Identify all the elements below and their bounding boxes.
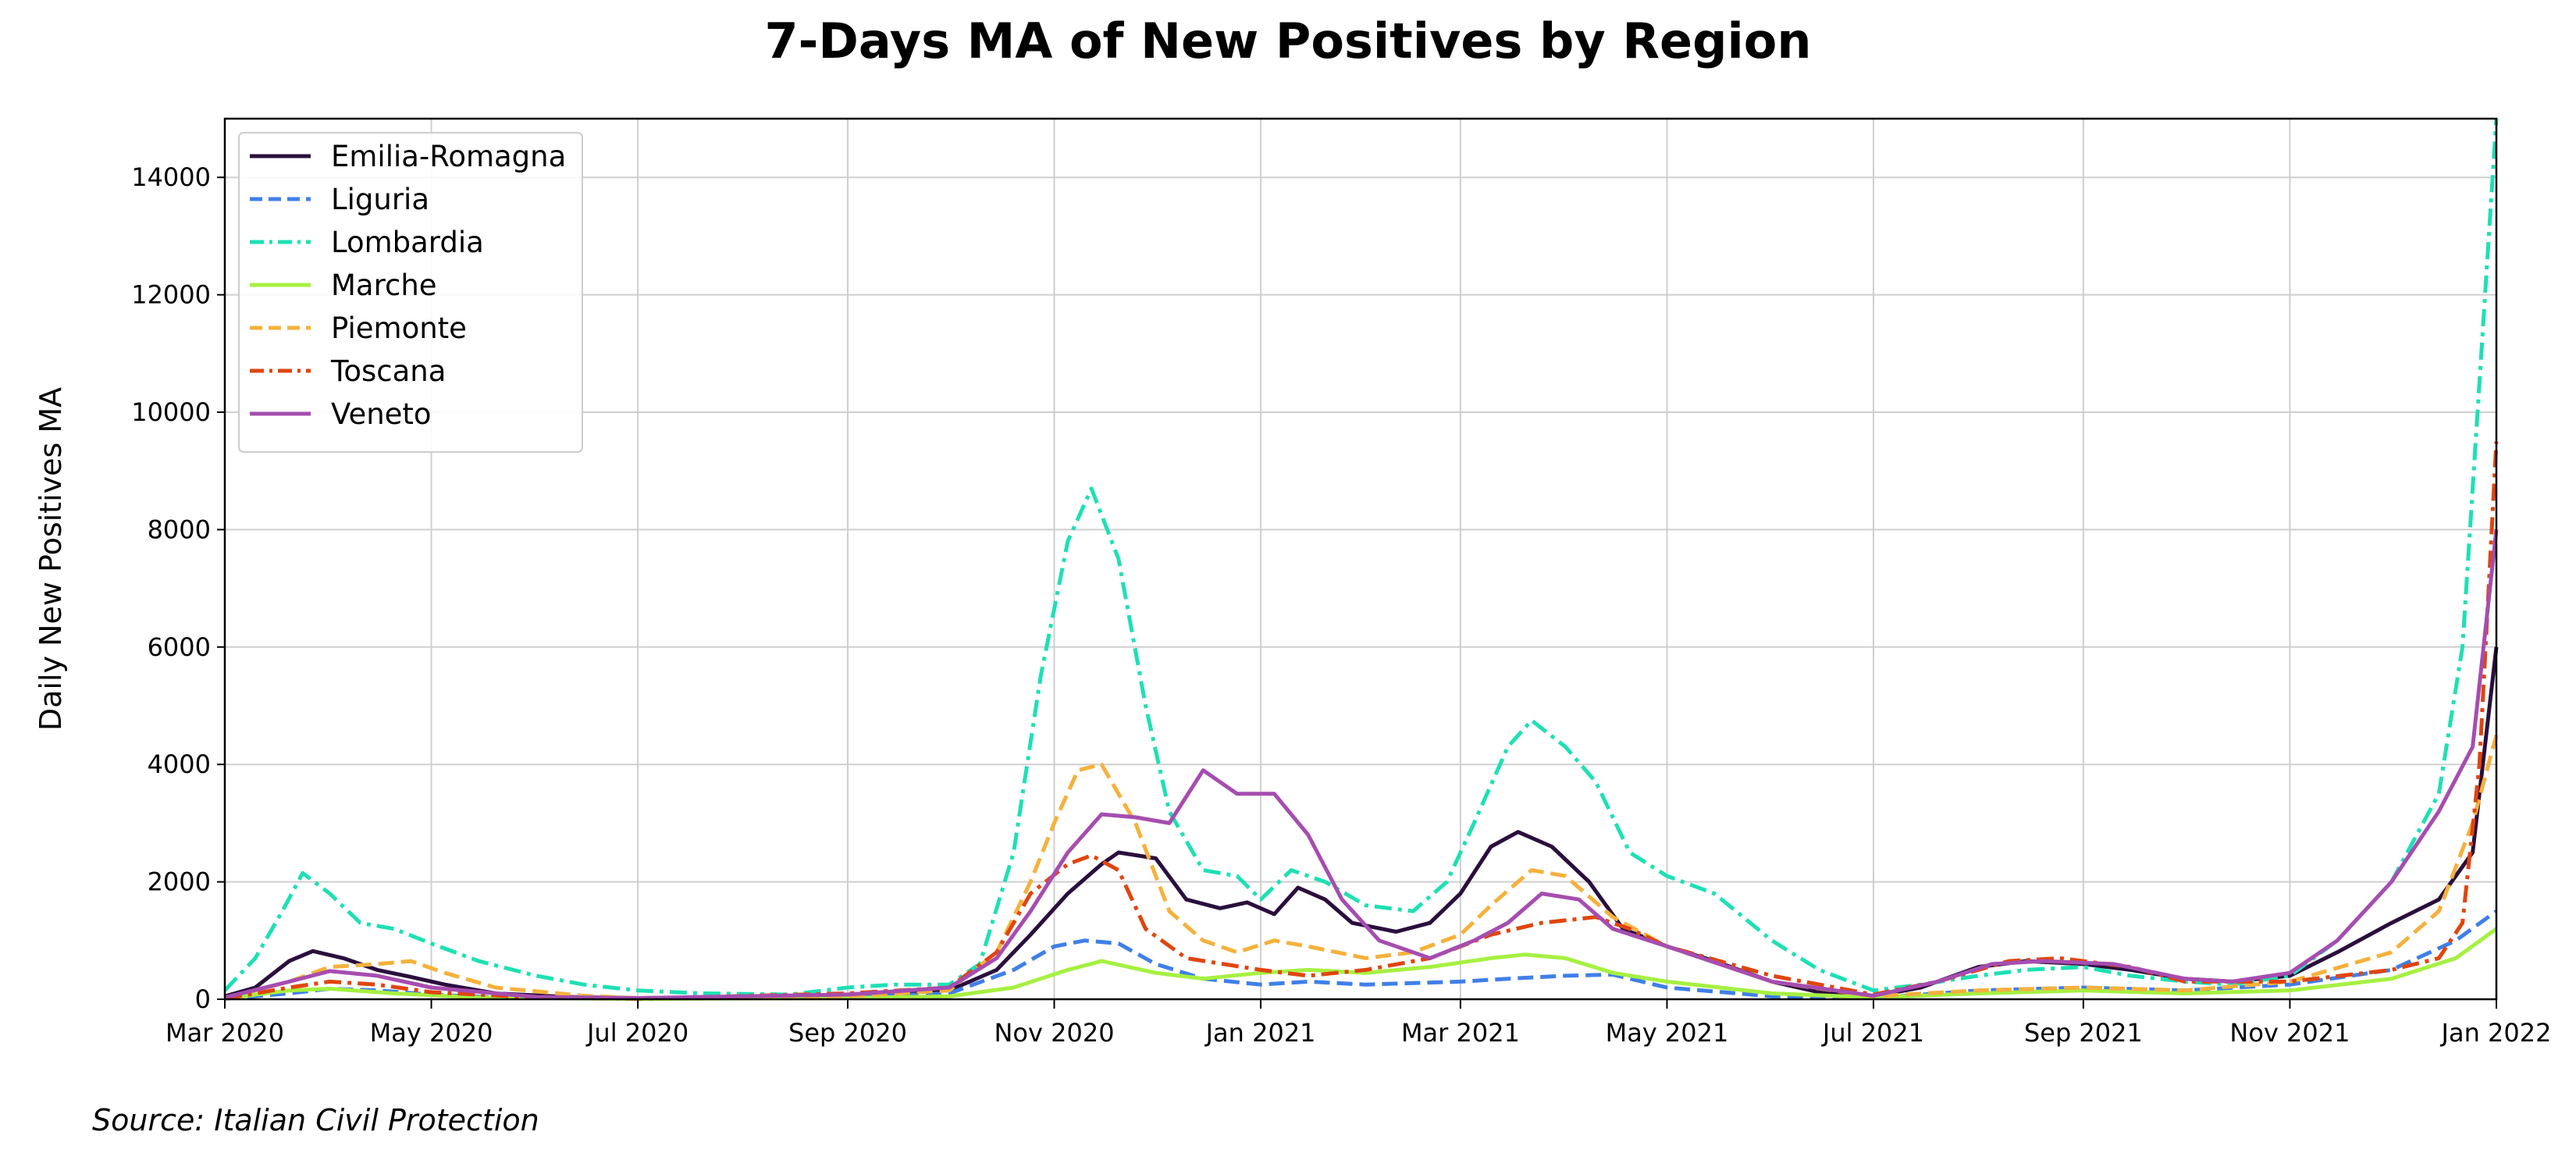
series-line-toscana: [224, 441, 2499, 1001]
y-axis-label: Daily New Positives MA: [34, 387, 68, 731]
x-tick-label: Jan 2022: [2440, 1018, 2552, 1048]
x-tick-label: May 2020: [370, 1018, 493, 1048]
y-axis: 0 2000 4000 6000 8000 10000 12000 14000: [131, 162, 225, 1014]
legend-label: Marche: [331, 269, 437, 302]
legend-label: Lombardia: [331, 226, 484, 259]
y-tick-label: 14000: [131, 162, 211, 192]
grid: [224, 119, 2497, 1000]
y-tick-label: 10000: [131, 397, 211, 427]
legend: Emilia-Romagna Liguria Lombardia Marche Piem…: [238, 132, 583, 453]
y-tick-label: 8000: [148, 514, 211, 544]
x-tick-label: Mar 2021: [1401, 1018, 1520, 1048]
x-tick-label: Sep 2020: [788, 1018, 907, 1048]
x-tick-label: Nov 2020: [994, 1018, 1114, 1048]
series-line-veneto: [224, 529, 2499, 1000]
y-tick-label: 6000: [148, 632, 211, 662]
legend-label: Veneto: [331, 397, 432, 431]
chart-title: 7-Days MA of New Positives by Region: [765, 12, 1812, 69]
x-tick-label: Nov 2021: [2229, 1018, 2350, 1048]
y-tick-label: 12000: [131, 280, 211, 310]
x-tick-label: Jul 2021: [1821, 1018, 1924, 1048]
x-tick-label: Jul 2020: [585, 1018, 688, 1048]
y-tick-label: 2000: [148, 867, 211, 897]
y-tick-label: 0: [195, 984, 211, 1014]
legend-label: Liguria: [331, 183, 429, 216]
legend-box: [238, 132, 583, 453]
x-tick-label: Mar 2020: [165, 1018, 284, 1048]
legend-label: Piemonte: [331, 311, 467, 345]
source-note: Source: Italian Civil Protection: [92, 1103, 539, 1137]
series-line-piemonte: [224, 734, 2499, 1001]
series-line-emilia-romagna: [224, 646, 2499, 1000]
x-axis: Mar 2020 May 2020 Jul 2020 Sep 2020 Nov 2020…: [165, 999, 2551, 1048]
series-line-lombardia: [223, 118, 2499, 997]
x-tick-label: Jan 2021: [1204, 1018, 1316, 1048]
legend-label: Toscana: [330, 354, 446, 388]
legend-label: Emilia-Romagna: [331, 140, 566, 173]
y-tick-label: 4000: [148, 749, 211, 779]
plot-frame: [223, 117, 2498, 1001]
x-tick-label: Sep 2021: [2024, 1018, 2143, 1048]
x-tick-label: May 2021: [1606, 1018, 1729, 1048]
